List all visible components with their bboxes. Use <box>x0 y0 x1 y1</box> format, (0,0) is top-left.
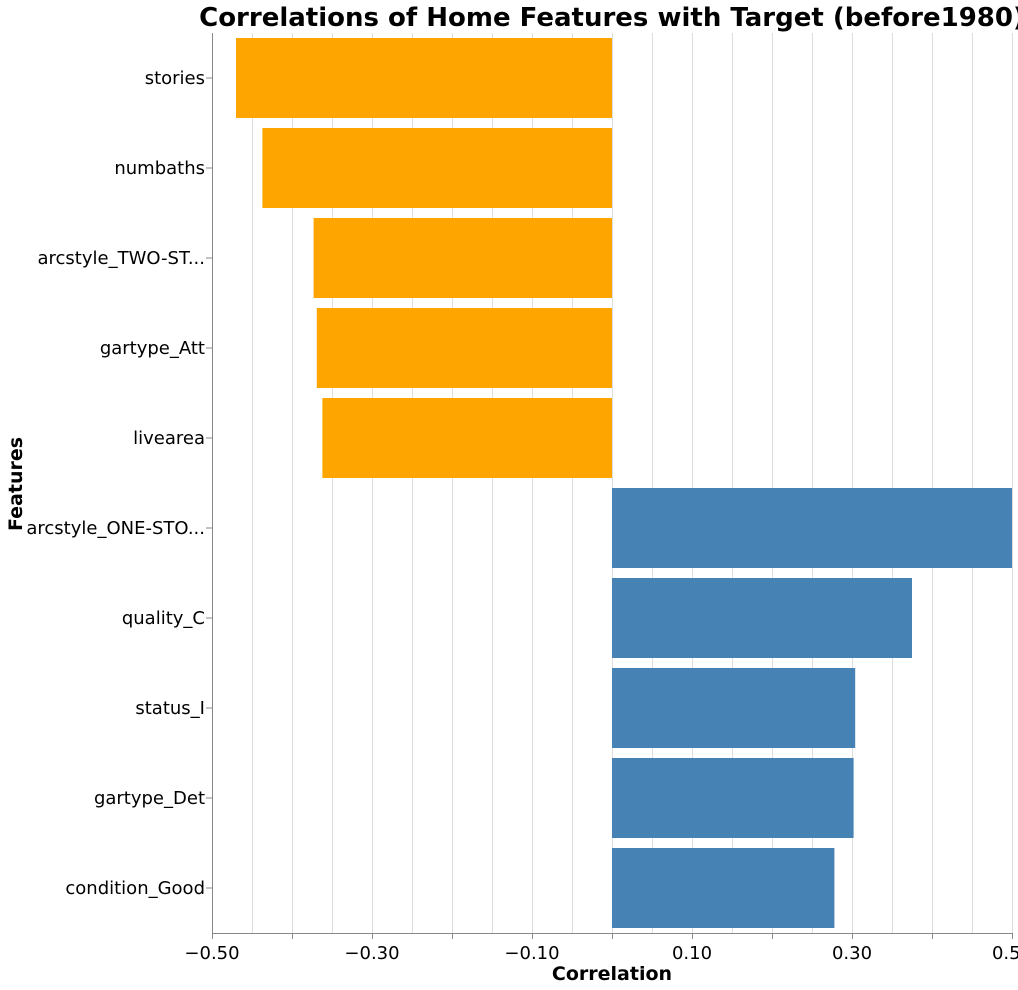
y-tick-label: status_I <box>135 698 205 719</box>
y-tick-label: arcstyle_TWO-ST... <box>37 248 205 269</box>
x-axis-title: Correlation <box>552 963 672 985</box>
y-tick-label: condition_Good <box>65 878 205 899</box>
y-tick-label: arcstyle_ONE-STO... <box>26 518 205 539</box>
x-tick-label: 0.30 <box>832 943 872 964</box>
x-tick-label: 0.50 <box>992 943 1018 964</box>
bar-arcstyle-two-st <box>314 218 612 298</box>
x-tick-label: −0.50 <box>184 943 239 964</box>
bar-quality-c <box>612 578 912 658</box>
y-axis-labels: stories numbaths arcstyle_TWO-ST...gartype… <box>26 68 205 899</box>
bar-gartype-att <box>317 308 612 388</box>
x-tick-label: −0.30 <box>344 943 399 964</box>
bar-livearea <box>322 398 612 478</box>
chart-title: Correlations of Home Features with Targe… <box>199 3 1018 33</box>
y-tick-label: numbaths <box>114 158 205 179</box>
bar-gartype-det <box>612 758 854 838</box>
x-axis-labels: −0.50 −0.30 −0.10 0.10 0.30 0.50 <box>184 943 1018 964</box>
bar-arcstyle-one-sto <box>612 488 1012 568</box>
y-tick-label: gartype_Det <box>94 788 205 809</box>
y-tick-label: quality_C <box>122 608 205 629</box>
bar-status-i <box>612 668 855 748</box>
x-tick-label: 0.10 <box>672 943 712 964</box>
y-axis-title: Features <box>5 437 27 531</box>
bar-stories <box>236 38 612 118</box>
y-tick-label: stories <box>145 68 205 89</box>
x-tick-label: −0.10 <box>504 943 559 964</box>
bars <box>236 38 1012 928</box>
y-tick-label: gartype_Att <box>100 338 205 359</box>
bar-condition-good <box>612 848 834 928</box>
y-tick-label: livearea <box>133 428 205 449</box>
bar-numbaths <box>262 128 612 208</box>
